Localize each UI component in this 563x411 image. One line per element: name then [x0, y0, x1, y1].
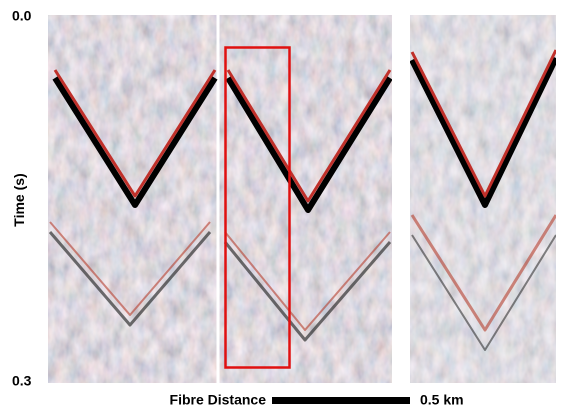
- y-axis-label: Time (s): [11, 173, 27, 226]
- y-tick-label: 0.3: [12, 373, 32, 389]
- panel-wash: [48, 15, 392, 383]
- seismic-panels: [48, 15, 556, 383]
- y-tick-label: 0.0: [12, 8, 32, 24]
- figure: 0.0 0.3 Time (s) Fibre Distance 0.5 km: [0, 0, 563, 411]
- scale-bar-label: 0.5 km: [420, 392, 464, 408]
- scale-bar: [272, 397, 410, 404]
- x-axis-label: Fibre Distance: [170, 392, 267, 408]
- page: {"axis": {"label": "Time (s)", "ticks": …: [0, 0, 563, 411]
